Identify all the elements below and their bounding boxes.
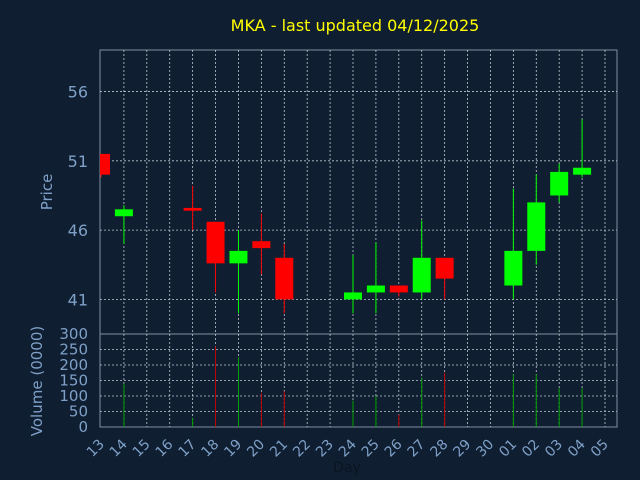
candle-body	[252, 241, 271, 249]
candle-body	[573, 167, 592, 175]
x-tick-label: 23	[313, 437, 337, 461]
volume-tick-label: 50	[69, 403, 88, 421]
volume-tick-label: 300	[59, 325, 88, 343]
candle-body	[504, 250, 523, 286]
x-tick-label: 15	[130, 437, 154, 461]
candle-body	[275, 257, 294, 300]
candle-body	[527, 202, 546, 251]
candle-body	[100, 153, 110, 175]
x-tick-label: 19	[221, 437, 245, 461]
volume-axis-label: Volume (0000)	[28, 326, 46, 436]
price-axis-label: Price	[38, 174, 56, 211]
candle-body	[412, 257, 431, 293]
price-tick-label: 51	[68, 152, 88, 171]
x-tick-label: 25	[359, 437, 383, 461]
x-tick-label: 18	[198, 437, 222, 461]
volume-tick-label: 150	[59, 372, 88, 390]
price-tick-label: 46	[68, 221, 88, 240]
volume-tick-label: 0	[78, 418, 88, 436]
x-tick-label: 16	[153, 436, 177, 460]
x-tick-label: 05	[588, 437, 612, 461]
x-axis-label: Day	[333, 460, 361, 476]
x-tick-label: 28	[428, 437, 452, 461]
candle-body	[366, 285, 385, 293]
x-tick-label: 04	[565, 436, 589, 460]
price-tick-label: 56	[68, 83, 88, 102]
candle-body	[344, 292, 362, 300]
candle-body	[389, 285, 408, 293]
x-tick-label: 20	[244, 437, 268, 461]
candle-body	[435, 257, 454, 279]
price-plot-frame	[99, 49, 618, 335]
candle-body	[206, 221, 225, 264]
x-tick-label: 21	[267, 437, 291, 461]
x-tick-label: 29	[450, 437, 474, 461]
x-tick-label: 13	[84, 437, 108, 461]
x-tick-label: 30	[473, 437, 497, 461]
volume-tick-label: 200	[59, 356, 88, 374]
x-tick-label: 27	[405, 437, 429, 461]
volume-tick-label: 250	[59, 341, 88, 359]
x-tick-label: 01	[496, 437, 520, 461]
candle-body	[183, 207, 202, 211]
x-tick-label: 02	[519, 437, 543, 461]
x-tick-label: 14	[107, 436, 131, 460]
candle-body	[550, 171, 569, 196]
chart-title: MKA - last updated 04/12/2025	[231, 16, 480, 35]
x-tick-label: 22	[290, 437, 314, 461]
candle-body	[114, 209, 133, 217]
volume-tick-label: 100	[59, 387, 88, 405]
candle-body	[229, 250, 248, 264]
price-tick-label: 41	[68, 290, 88, 309]
x-tick-label: 24	[336, 436, 360, 460]
x-tick-label: 26	[382, 436, 406, 460]
x-tick-label: 03	[542, 437, 566, 461]
x-tick-label: 17	[176, 437, 200, 461]
